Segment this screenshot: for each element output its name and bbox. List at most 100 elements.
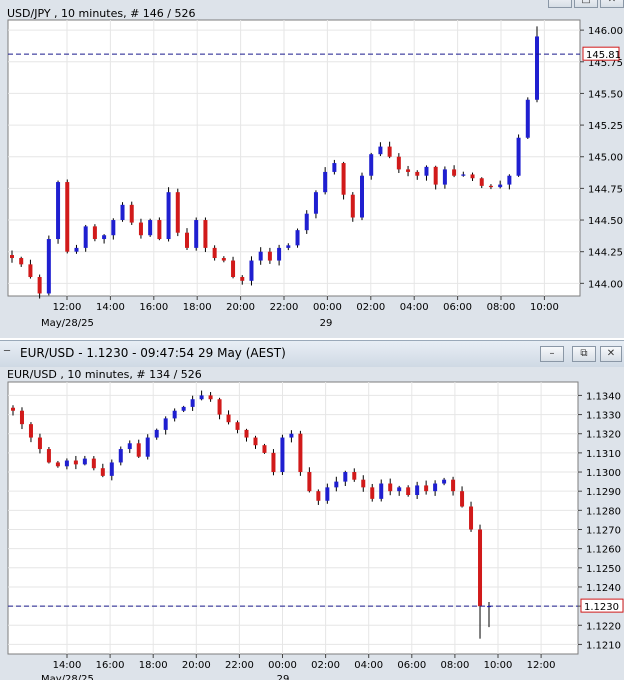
y-tick-label: 1.1330: [586, 411, 621, 422]
candle-body: [102, 235, 107, 240]
last-price-box: [582, 46, 620, 61]
y-tick-label: 1.1250: [586, 564, 621, 575]
candle-body: [452, 169, 457, 176]
minimize-icon[interactable]: –: [540, 346, 564, 362]
x-tick-label: 12:00: [527, 660, 556, 671]
candle-body: [498, 184, 503, 188]
candle-body: [267, 251, 272, 261]
candle-body: [56, 182, 61, 240]
candle-body: [175, 192, 180, 233]
candle-body: [10, 255, 14, 259]
y-tick-label: 1.1210: [586, 640, 621, 651]
maximize-icon[interactable]: □: [574, 0, 598, 8]
x-tick-label: 14:00: [96, 302, 125, 313]
candle-body: [37, 437, 42, 450]
candle-body: [190, 399, 195, 407]
candle-body: [136, 443, 141, 457]
eurusd-candlestick-chart[interactable]: EUR/USD , 10 minutes, # 134 / 526 1.1340 1…: [0, 366, 624, 680]
candle-body: [221, 258, 226, 261]
candle-body: [378, 146, 383, 155]
eurusd-window-titlebar[interactable]: ─ EUR/USD - 1.1230 - 09:47:54 29 May (AE…: [0, 340, 624, 367]
candle-body: [181, 406, 186, 411]
candle-body: [172, 410, 177, 419]
candle-body: [73, 460, 78, 465]
y-tick-label: 145.00: [588, 153, 623, 164]
candle-body: [360, 175, 364, 218]
candle-body: [369, 154, 374, 176]
candle-body: [415, 485, 420, 496]
y-tick-label: 145.75: [588, 58, 623, 69]
chart-title: USD/JPY , 10 minutes, # 146 / 526: [7, 7, 195, 20]
last-price-label: 145.81: [586, 50, 621, 61]
candle-body: [253, 437, 258, 446]
x-tick-label: 16:00: [139, 302, 168, 313]
last-price-box: [580, 598, 624, 613]
usdjpy-chart-window: – □ ✕ USD/JPY , 10 minutes, # 146 / 5261…: [0, 0, 624, 338]
x-tick-label: 16:00: [96, 660, 125, 671]
candle-body: [11, 407, 15, 411]
candle-body: [424, 485, 429, 492]
minimize-icon[interactable]: –: [548, 0, 572, 8]
candle-body: [203, 220, 208, 248]
candle-body: [194, 220, 199, 248]
candle-body: [120, 204, 125, 221]
candle-body: [145, 437, 150, 457]
y-tick-label: 1.1280: [586, 506, 621, 517]
candle-body: [286, 245, 291, 248]
x-tick-label: 04:00: [354, 660, 383, 671]
candle-body: [461, 174, 466, 176]
candle-body: [199, 395, 204, 400]
candle-body: [478, 529, 483, 607]
window-menu-icon[interactable]: ─: [4, 346, 11, 357]
candle-body: [55, 462, 60, 467]
candle-body: [19, 410, 24, 425]
candle-body: [379, 483, 384, 499]
candle-body: [488, 185, 493, 188]
candle-body: [111, 220, 116, 236]
candle-body: [83, 226, 88, 248]
candle-body: [91, 458, 96, 469]
date-label: May/28/25: [41, 318, 94, 329]
x-tick-label: 02:00: [311, 660, 340, 671]
candle-body: [406, 169, 411, 172]
candle-body: [334, 481, 339, 488]
candle-body: [100, 468, 105, 476]
candle-body: [82, 458, 87, 465]
candle-body: [433, 166, 438, 185]
candle-body: [65, 182, 70, 252]
eurusd-chart-window: ─ EUR/USD - 1.1230 - 09:47:54 29 May (AE…: [0, 340, 624, 680]
x-tick-label: 06:00: [397, 660, 426, 671]
x-tick-label: 20:00: [226, 302, 255, 313]
candle-body: [396, 156, 401, 170]
candle-body: [19, 258, 24, 265]
candle-body: [280, 437, 285, 473]
candle-body: [350, 194, 355, 218]
candle-body: [525, 99, 530, 138]
x-tick-label: 08:00: [487, 302, 516, 313]
candle-body: [415, 171, 420, 176]
candle-body: [370, 487, 375, 499]
x-tick-label: 12:00: [53, 302, 82, 313]
x-tick-label: 00:00: [313, 302, 342, 313]
candle-body: [442, 479, 447, 484]
candle-body: [479, 178, 484, 186]
candle-body: [387, 146, 392, 157]
date-label: May/28/25: [41, 674, 94, 680]
restore-icon[interactable]: ⧉: [572, 346, 596, 362]
candle-body: [507, 175, 512, 185]
candle-body: [92, 226, 97, 240]
candle-body: [460, 491, 465, 507]
x-tick-label: 06:00: [443, 302, 472, 313]
candle-body: [469, 506, 474, 530]
x-tick-label: 20:00: [182, 660, 211, 671]
candle-body: [451, 479, 456, 492]
y-tick-label: 1.1310: [586, 449, 621, 460]
y-tick-label: 1.1320: [586, 430, 621, 441]
close-icon[interactable]: ✕: [600, 346, 622, 362]
candle-body: [277, 247, 282, 261]
usdjpy-candlestick-chart[interactable]: USD/JPY , 10 minutes, # 146 / 526 146.00 1…: [0, 0, 624, 338]
x-tick-label: 02:00: [356, 302, 385, 313]
candle-body: [442, 169, 447, 185]
candle-body: [46, 239, 51, 294]
y-tick-label: 1.1260: [586, 545, 621, 556]
